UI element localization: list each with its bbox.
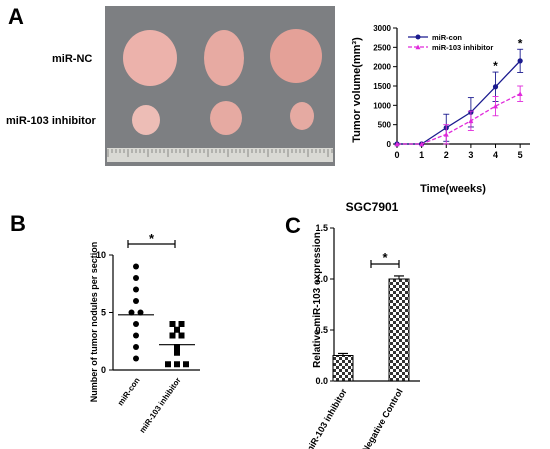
data-point bbox=[174, 344, 180, 350]
y-tick-label: 0.0 bbox=[315, 376, 328, 386]
data-point bbox=[128, 309, 135, 316]
y-axis-title: Relative miR-103 expression bbox=[312, 232, 323, 368]
data-point bbox=[133, 355, 139, 362]
y-tick-label: 0 bbox=[101, 365, 106, 375]
data-point bbox=[394, 141, 400, 147]
data-point bbox=[133, 344, 139, 350]
tumor-1 bbox=[123, 30, 177, 86]
data-point bbox=[133, 275, 139, 281]
bar bbox=[388, 278, 410, 382]
significance-star: * bbox=[493, 59, 498, 73]
data-point bbox=[493, 103, 499, 109]
x-axis-title: Time(weeks) bbox=[420, 183, 486, 195]
data-point bbox=[178, 321, 185, 327]
nodules-scatter-chart: Number of tumor nodules per section 0 5 10… bbox=[89, 231, 200, 435]
data-point bbox=[169, 332, 176, 339]
ruler bbox=[107, 148, 333, 162]
data-point bbox=[178, 332, 185, 339]
x-tick-label: miR-con bbox=[116, 376, 142, 407]
tumor-volume-chart: Tumor volume(mm³) Time(weeks) 0500100015… bbox=[351, 24, 530, 195]
panel-label-c: C bbox=[285, 213, 301, 238]
significance-star: * bbox=[518, 36, 523, 50]
y-tick-label: 1.5 bbox=[315, 223, 328, 233]
data-point bbox=[133, 298, 139, 304]
y-tick-label: 2000 bbox=[373, 63, 391, 72]
data-point bbox=[174, 349, 180, 356]
data-point bbox=[133, 321, 139, 327]
tumor-6 bbox=[290, 102, 314, 130]
data-point bbox=[133, 286, 139, 293]
tumor-5 bbox=[210, 101, 242, 135]
data-point bbox=[517, 58, 523, 64]
data-point bbox=[169, 321, 176, 327]
y-tick-label: 0.5 bbox=[315, 325, 328, 335]
data-point bbox=[174, 326, 180, 333]
y-axis-title: Number of tumor nodules per section bbox=[89, 242, 99, 403]
data-point bbox=[419, 141, 425, 147]
y-axis-title: Tumor volume(mm³) bbox=[351, 37, 363, 143]
legend-marker bbox=[415, 44, 421, 50]
y-tick-label: 0 bbox=[387, 140, 392, 149]
data-point bbox=[492, 84, 499, 90]
x-tick-label: 4 bbox=[493, 150, 498, 160]
photo-row-label-1: miR-NC bbox=[52, 53, 92, 65]
data-point bbox=[443, 131, 449, 137]
data-point bbox=[517, 91, 523, 97]
data-point bbox=[174, 361, 180, 368]
expression-bar-chart: Relative miR-103 expression 0.0 0.5 1.0 1.5… bbox=[303, 223, 420, 449]
y-tick-label: 1.0 bbox=[315, 274, 328, 284]
x-tick-label: Negative Control bbox=[360, 387, 405, 449]
tumor-3 bbox=[270, 29, 322, 83]
legend-label: miR-con bbox=[432, 33, 462, 42]
y-tick-label: 500 bbox=[378, 121, 392, 130]
x-tick-label: miR-103 inhibitor bbox=[303, 387, 349, 449]
x-tick-label: 1 bbox=[419, 150, 424, 160]
data-point bbox=[133, 263, 139, 270]
significance-star: * bbox=[382, 250, 388, 265]
x-tick-label: 2 bbox=[444, 150, 449, 160]
legend-marker bbox=[415, 34, 421, 40]
x-tick-label: 3 bbox=[468, 150, 473, 160]
data-point bbox=[183, 361, 189, 368]
legend-label: miR-103 inhibitor bbox=[432, 43, 493, 52]
y-tick-label: 3000 bbox=[373, 24, 391, 33]
y-tick-label: 10 bbox=[96, 250, 106, 260]
y-tick-label: 1500 bbox=[373, 82, 391, 91]
y-tick-label: 2500 bbox=[373, 43, 391, 52]
tumor-photo bbox=[105, 6, 335, 166]
x-tick-label: miR-103 inhibitor bbox=[138, 376, 183, 435]
panel-label-b: B bbox=[10, 211, 26, 236]
ruler-ticks bbox=[107, 149, 333, 157]
chart-title: SGC7901 bbox=[346, 200, 399, 214]
y-tick-label: 5 bbox=[101, 308, 106, 318]
data-point bbox=[468, 118, 474, 124]
tumor-4 bbox=[132, 105, 160, 135]
photo-row-label-2: miR-103 inhibitor bbox=[6, 115, 97, 127]
significance-star: * bbox=[149, 231, 155, 246]
tumor-2 bbox=[204, 30, 244, 86]
x-tick-label: 0 bbox=[394, 150, 399, 160]
x-tick-label: 5 bbox=[518, 150, 523, 160]
panel-label-a: A bbox=[8, 4, 24, 29]
y-tick-label: 1000 bbox=[373, 101, 391, 110]
data-point bbox=[165, 361, 171, 368]
bar bbox=[332, 355, 354, 382]
data-point bbox=[137, 309, 144, 316]
series-line bbox=[397, 93, 521, 145]
data-point bbox=[133, 332, 139, 339]
